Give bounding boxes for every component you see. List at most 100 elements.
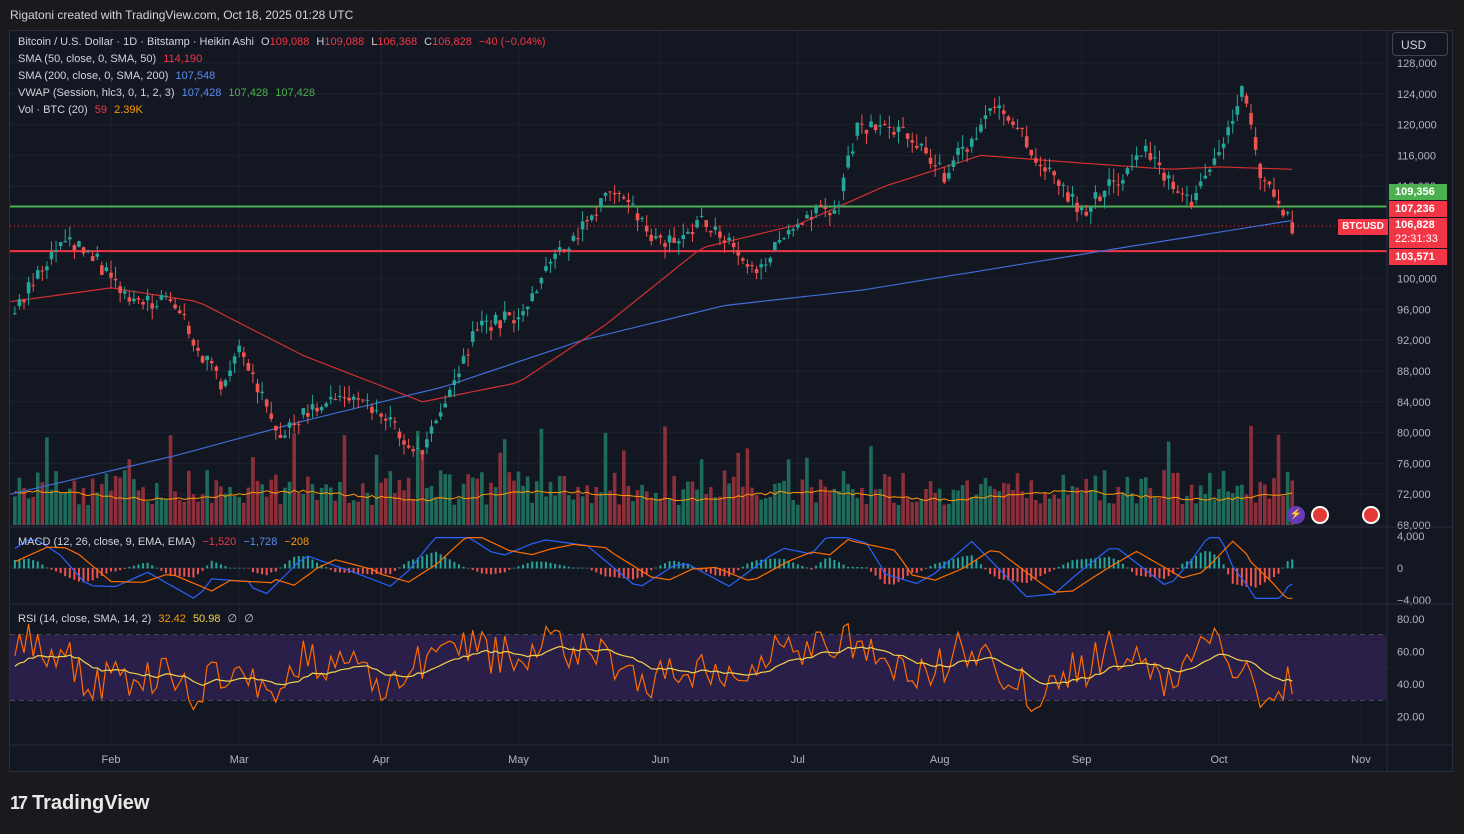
candle-body — [576, 238, 580, 240]
macd-histogram-bar — [91, 568, 94, 581]
volume-bar — [448, 474, 452, 525]
volume-bar — [699, 459, 704, 525]
candle-body — [649, 234, 654, 242]
tradingview-logo[interactable]: 17 TradingView — [10, 792, 149, 815]
macd-histogram-bar — [975, 559, 978, 569]
macd-histogram-bar — [847, 566, 850, 569]
candle-body — [663, 243, 667, 247]
volume-legend[interactable]: Vol · BTC (20) 59 2.39K — [18, 104, 147, 116]
candle-body — [1056, 180, 1061, 186]
volume-bar — [132, 479, 136, 525]
macd-histogram-bar — [929, 565, 932, 569]
volume-bar — [562, 476, 567, 525]
rsi-line — [14, 622, 1293, 713]
volume-bar — [1171, 472, 1176, 525]
candle-body — [223, 380, 228, 387]
candle-body — [379, 413, 383, 417]
macd-histogram-bar — [82, 568, 85, 583]
macd-signal-value: −208 — [284, 536, 310, 548]
candle-body — [402, 440, 406, 445]
macd-histogram-bar — [819, 562, 822, 569]
macd-histogram-bar — [915, 568, 918, 573]
us-flag-icon[interactable] — [1311, 506, 1329, 524]
macd-histogram-bar — [741, 566, 744, 569]
volume-bar — [754, 495, 759, 525]
volume-bar — [402, 490, 406, 525]
vwap-legend[interactable]: VWAP (Session, hlc3, 0, 1, 2, 3) 107,428… — [18, 87, 319, 99]
volume-bar — [832, 488, 837, 525]
candle-body — [960, 146, 965, 149]
macd-histogram-bar — [288, 560, 291, 569]
macd-histogram-bar — [920, 568, 923, 571]
macd-histogram-bar — [1245, 568, 1248, 587]
candle-body — [154, 306, 159, 308]
candle-body — [132, 298, 136, 302]
candle-body — [910, 140, 915, 143]
macd-histogram-bar — [924, 568, 927, 569]
macd-histogram-bar — [604, 568, 607, 577]
volume-bar — [159, 497, 164, 525]
candle-body — [1084, 211, 1089, 216]
candle-body — [168, 299, 173, 302]
candle-body — [997, 105, 1002, 109]
volume-bar — [782, 480, 786, 525]
macd-histogram-bar — [444, 556, 447, 569]
price-tick-label: 96,000 — [1397, 304, 1431, 316]
time-tick-label: Nov — [1351, 754, 1371, 766]
currency-button[interactable]: USD — [1392, 32, 1448, 56]
candle-body — [164, 295, 168, 297]
volume-bar — [983, 477, 988, 525]
volume-bar — [951, 489, 956, 525]
candle-body — [731, 242, 736, 248]
candle-body — [947, 172, 951, 179]
macd-histogram-bar — [274, 568, 277, 572]
macd-histogram-bar — [1222, 564, 1225, 569]
macd-tick-label: 4,000 — [1397, 531, 1425, 543]
candle-body — [571, 235, 576, 241]
volume-bar — [928, 481, 933, 525]
volume-bar — [374, 454, 379, 525]
macd-histogram-bar — [801, 565, 804, 569]
volume-bar — [214, 480, 219, 525]
volume-bar — [1148, 488, 1153, 525]
candle-body — [612, 193, 617, 195]
candle-body — [448, 389, 452, 397]
rsi-legend[interactable]: RSI (14, close, SMA, 14, 2) 32.42 50.98 … — [18, 612, 258, 625]
candle-body — [704, 220, 709, 227]
macd-histogram-bar — [1080, 559, 1083, 569]
candle-body — [333, 399, 338, 401]
us-flag-icon-2[interactable] — [1362, 506, 1380, 524]
macd-histogram-bar — [55, 568, 58, 572]
macd-histogram-bar — [32, 560, 35, 569]
volume-bar — [1116, 486, 1121, 525]
macd-histogram-bar — [1044, 568, 1047, 574]
sma50-legend[interactable]: SMA (50, close, 0, SMA, 50) 114,190 — [18, 53, 206, 65]
macd-histogram-bar — [403, 564, 406, 569]
candle-body — [855, 122, 860, 136]
volume-bar — [512, 480, 516, 525]
volume-bar — [1015, 473, 1020, 525]
candle-body — [489, 327, 493, 331]
candle-body — [1098, 196, 1102, 202]
candle-body — [814, 206, 818, 214]
volume-bar — [54, 471, 58, 525]
volume-bar — [296, 493, 301, 525]
volume-bar — [589, 503, 594, 525]
time-tick-label: Apr — [373, 754, 390, 766]
volume-bar — [892, 502, 896, 525]
sma200-legend[interactable]: SMA (200, close, 0, SMA, 200) 107,548 — [18, 70, 219, 82]
macd-legend[interactable]: MACD (12, 26, close, 9, EMA, EMA) −1,520… — [18, 536, 313, 548]
macd-histogram-bar — [45, 567, 48, 569]
macd-histogram-bar — [650, 568, 653, 571]
volume-bar — [1084, 478, 1089, 525]
rsi-tick-label: 40.00 — [1397, 679, 1425, 691]
candle-body — [191, 339, 196, 346]
candle-body — [480, 320, 484, 326]
volume-bar — [470, 477, 475, 525]
macd-histogram-bar — [664, 563, 666, 569]
lightning-icon[interactable]: ⚡ — [1287, 506, 1305, 524]
candle-body — [470, 331, 475, 342]
volume-bar — [90, 478, 95, 525]
macd-histogram-bar — [673, 560, 676, 569]
